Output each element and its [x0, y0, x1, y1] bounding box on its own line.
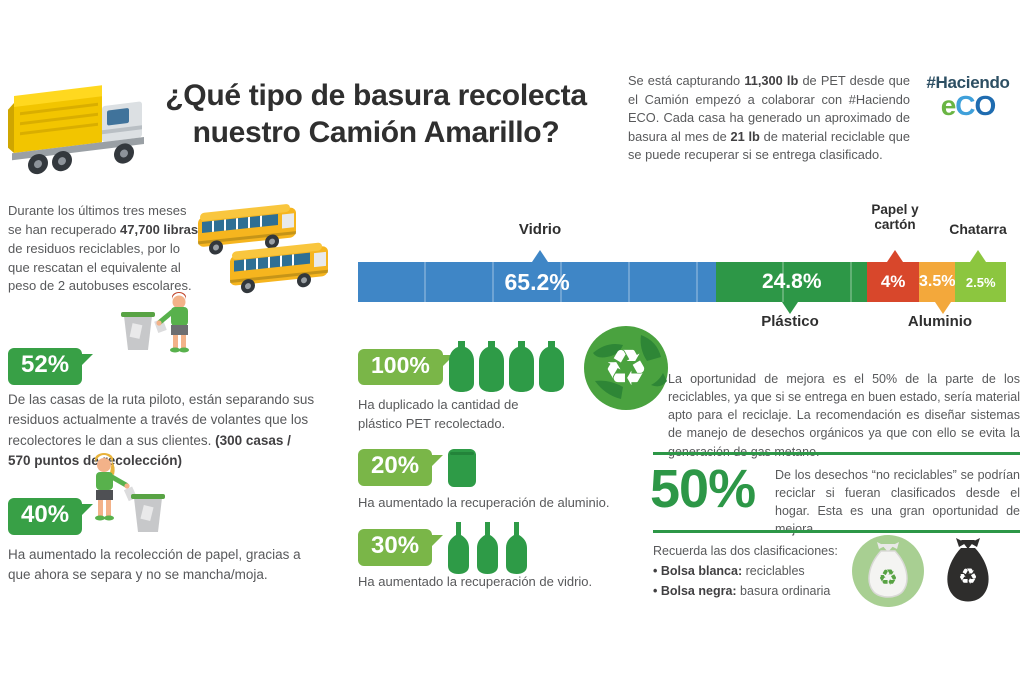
svg-text:♻: ♻ — [958, 565, 978, 590]
pointer-plastico — [782, 302, 798, 314]
stat-50-value: 50% — [650, 459, 756, 519]
pointer-papel-carton — [887, 250, 903, 262]
garbage-truck-illustration — [8, 85, 144, 175]
divider-line-bottom — [653, 530, 1020, 533]
svg-text:♻: ♻ — [604, 339, 649, 397]
bar-segment-plastico: 24.8% — [716, 262, 868, 302]
chart-label-papel-carton: Papel y cartón — [871, 202, 919, 233]
svg-text:♻: ♻ — [878, 566, 898, 591]
aluminum-can-icon — [448, 449, 476, 487]
opportunity-paragraph: La oportunidad de mejora es el 50% de la… — [668, 372, 1020, 459]
stat-52-text: De las casas de la ruta piloto, están se… — [8, 392, 315, 468]
glass-bottle-icons — [448, 522, 527, 574]
bar-segment-vidrio: 65.2% — [358, 262, 717, 302]
divider-line-top — [653, 452, 1020, 455]
recovered-pounds-paragraph: Durante los últimos tres meses se han re… — [8, 203, 199, 294]
stat-20-text: Ha aumentado la recuperación de aluminio… — [358, 495, 610, 510]
monthly-pounds-value: 21 lb — [730, 128, 760, 144]
page-title: ¿Qué tipo de basura recolecta nuestro Ca… — [132, 78, 620, 151]
woman-recycling-illustration — [95, 453, 165, 532]
intro-paragraph: Se está capturando 11,300 lb de PET desd… — [628, 73, 910, 163]
pointer-chatarra — [970, 250, 986, 262]
man-recycling-illustration — [121, 292, 189, 353]
recovered-pounds-value: 47,700 libras — [120, 221, 199, 237]
page-title-line2: nuestro Camión Amarillo? — [192, 115, 560, 149]
stat-100-badge: 100% — [358, 349, 454, 385]
stat-40-text: Ha aumentado la recolección de papel, gr… — [8, 547, 301, 583]
stat-52-badge: 52% — [8, 348, 94, 385]
haciendo-eco-logo: #Haciendo eCO — [916, 74, 1020, 120]
pointer-aluminio — [935, 302, 951, 314]
waste-composition-chart: Vidrio Papel y cartón Chatarra 65.2% 24.… — [358, 200, 1007, 345]
stat-40-badge: 40% — [8, 498, 94, 535]
chart-label-vidrio: Vidrio — [518, 221, 562, 238]
pet-bottle-icons — [449, 341, 564, 392]
chart-label-plastico: Plástico — [761, 313, 819, 330]
black-bag-icon: ♻ — [947, 538, 989, 602]
bar-segment-papel-carton: 4% — [867, 262, 920, 302]
school-buses-illustration — [198, 204, 328, 294]
stat-20-badge: 20% — [358, 449, 444, 486]
bar-segment-chatarra: 2.5% — [955, 262, 1006, 302]
pointer-vidrio — [532, 250, 548, 262]
reminder-black-bag-item: • Bolsa negra: basura ordinaria — [653, 584, 831, 598]
page-title-line1: ¿Qué tipo de basura recolecta — [165, 79, 587, 112]
bar-segment-aluminio: 3.5% — [919, 262, 956, 302]
chart-label-chatarra: Chatarra — [949, 221, 1007, 237]
stat-52-houses-value: (300 casas / 570 puntos de recolección) — [8, 432, 291, 468]
recycling-globe-icon: ♻ — [584, 326, 668, 410]
stat-30-badge: 30% — [358, 529, 444, 566]
stat-100-text: Ha duplicado la cantidad de plástico PET… — [358, 397, 519, 431]
stat-30-text: Ha aumentado la recuperación de vidrio. — [358, 574, 593, 589]
stat-50-text: De los desechos “no reciclables” se podr… — [775, 468, 1020, 536]
logo-hashtag: #Haciendo — [926, 73, 1010, 92]
logo-eco-word: eCO — [940, 90, 997, 121]
pet-pounds-value: 11,300 lb — [744, 73, 799, 88]
reminder-title: Recuerda las dos clasificaciones: — [653, 544, 838, 558]
white-bag-icon: ♻ — [852, 535, 924, 607]
chart-label-aluminio: Aluminio — [907, 313, 973, 330]
classification-reminder: Recuerda las dos clasificaciones: • Bols… — [653, 541, 868, 601]
reminder-white-bag-item: • Bolsa blanca: reciclables — [653, 564, 805, 578]
stacked-bar: 65.2% 24.8% 4% 3.5% 2.5% — [358, 262, 1006, 302]
